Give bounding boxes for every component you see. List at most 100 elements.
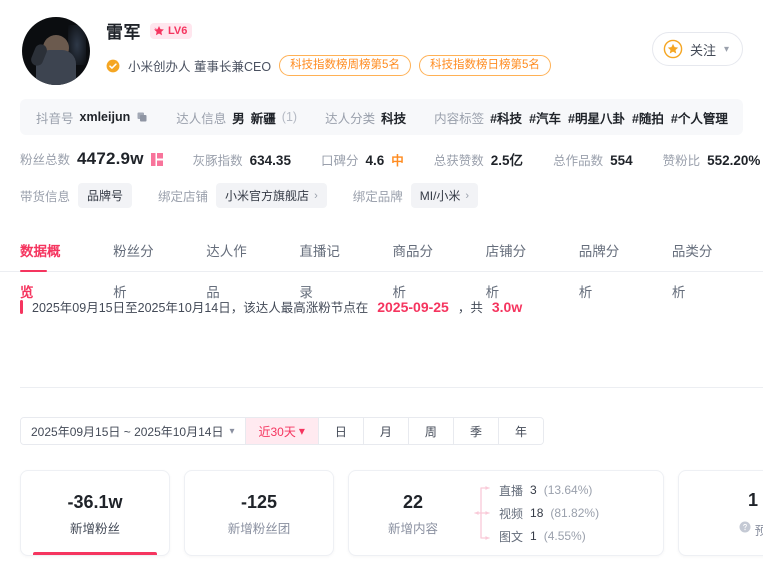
notice-accent-bar: [20, 299, 23, 314]
stat-total-fans: 粉丝总数 4472.9w: [20, 149, 163, 169]
stat-reputation-score-label: 口碑分: [320, 153, 359, 168]
shop-bound-brand: 绑定品牌 MI/小米 ›: [352, 183, 479, 208]
date-range-picker[interactable]: 2025年09月15日 ~ 2025年10月14日 ▾: [21, 418, 246, 444]
section-divider: [20, 387, 763, 388]
tab-live-records[interactable]: 直播记录: [299, 243, 340, 300]
breakdown-video-percent: (81.82%): [550, 506, 600, 520]
peak-growth-notice: 2025年09月15日至2025年10月14日，该达人最高涨粉节点在 2025-…: [20, 297, 743, 316]
chevron-down-icon: ▾: [229, 425, 235, 437]
filter-month[interactable]: 月: [363, 418, 409, 444]
help-circle-icon[interactable]: [739, 521, 751, 533]
level-badge-label: LV6: [168, 24, 188, 37]
stat-total-fans-label: 粉丝总数: [20, 153, 71, 167]
meta-region: 新疆: [250, 111, 276, 126]
level-star-icon: [154, 25, 164, 35]
creator-nickname: 雷军: [106, 23, 141, 42]
tab-product-analysis[interactable]: 商品分析: [392, 243, 434, 300]
content-tag[interactable]: #明星八卦: [568, 111, 625, 126]
breakdown-image-text-count: 1: [530, 529, 537, 543]
kpi-card-estimate[interactable]: 1 预: [678, 470, 763, 556]
breakdown-image-text-percent: (4.55%): [543, 529, 586, 543]
breakdown-live-label: 直播: [499, 483, 524, 498]
follow-button[interactable]: 关注 ▾: [651, 32, 743, 66]
kpi-card-new-content[interactable]: 22 新增内容 直播 3 (13.64%): [348, 470, 664, 556]
rank-tag-daily[interactable]: 科技指数榜日榜第5名: [418, 55, 551, 76]
stat-huitun-index: 灰豚指数 634.35: [193, 150, 291, 169]
content-tag[interactable]: #个人管理: [670, 111, 728, 126]
tab-category-analysis[interactable]: 品类分析: [671, 243, 713, 300]
kpi-estimate-value: 1: [747, 489, 758, 510]
shop-bound-brand-value: MI/小米: [419, 189, 461, 203]
kpi-new-content-value: 22: [402, 491, 424, 512]
content-tag[interactable]: #科技: [490, 111, 523, 126]
shop-delivery-info: 带货信息 品牌号: [20, 183, 133, 208]
date-range-value: 2025年09月15日 ~ 2025年10月14日: [31, 424, 224, 439]
tab-shop-analysis[interactable]: 店铺分析: [485, 243, 527, 300]
notice-peak-value: 3.0w: [491, 298, 523, 315]
stat-total-likes-label: 总获赞数: [433, 154, 484, 168]
filter-last-30-days-label: 近30天: [258, 424, 296, 439]
tab-creator-works[interactable]: 达人作品: [206, 243, 247, 300]
tab-fan-analysis[interactable]: 粉丝分析: [113, 243, 154, 300]
tab-data-overview[interactable]: 数据概览: [20, 231, 91, 300]
breakdown-row-video: 视频 18 (81.82%): [499, 505, 599, 522]
avatar[interactable]: [22, 17, 90, 85]
notice-middle: ，共: [457, 301, 483, 315]
meta-category-value: 科技: [381, 111, 407, 126]
stat-reputation-score: 口碑分 4.6 中: [321, 150, 404, 169]
shop-bound-shop: 绑定店铺 小米官方旗舰店 ›: [158, 183, 327, 208]
identity-block: 雷军 LV6 小米创办人 董事长兼CEO 科技: [106, 14, 743, 76]
meta-region-count: (1): [281, 110, 298, 124]
meta-douyin-id: 抖音号 xmleijun: [36, 108, 148, 127]
content-tag[interactable]: #随拍: [631, 111, 664, 126]
meta-gender: 男: [232, 111, 245, 126]
filter-day[interactable]: 日: [318, 418, 364, 444]
stat-total-likes-value: 2.5亿: [490, 153, 524, 168]
filter-week[interactable]: 周: [408, 418, 454, 444]
kpi-card-row: -36.1w 新增粉丝 -125 新增粉丝团 22 新增内容: [20, 470, 763, 556]
stat-like-fan-ratio-label: 赞粉比: [662, 153, 701, 168]
shop-bound-shop-label: 绑定店铺: [158, 190, 209, 204]
rank-tag-weekly[interactable]: 科技指数榜周榜第5名: [279, 55, 411, 76]
content-tag[interactable]: #汽车: [529, 111, 562, 126]
breakdown-live-percent: (13.64%): [543, 483, 593, 497]
breakdown-row-image-text: 图文 1 (4.55%): [499, 528, 599, 545]
breakdown-row-live: 直播 3 (13.64%): [499, 482, 599, 499]
star-circle-icon: [663, 39, 683, 59]
filter-last-30-days[interactable]: 近30天 ▾: [245, 418, 319, 444]
level-badge: LV6: [150, 22, 193, 39]
kpi-new-fans-label: 新增粉丝: [69, 521, 120, 536]
stat-total-likes: 总获赞数 2.5亿: [434, 149, 523, 169]
kpi-card-new-fans[interactable]: -36.1w 新增粉丝: [20, 470, 170, 556]
meta-category: 达人分类 科技: [325, 108, 406, 127]
shop-bound-shop-link[interactable]: 小米官方旗舰店 ›: [216, 183, 327, 208]
meta-douyin-id-label: 抖音号: [36, 111, 74, 126]
notice-peak-date: 2025-09-25: [377, 298, 449, 315]
shop-delivery-label: 带货信息: [20, 190, 71, 204]
stat-total-works: 总作品数 554: [553, 150, 633, 169]
stat-like-fan-ratio-value: 552.20%: [707, 152, 761, 168]
kpi-new-fan-group-label: 新增粉丝团: [227, 521, 291, 536]
filter-quarter[interactable]: 季: [453, 418, 499, 444]
kpi-card-new-fan-group[interactable]: -125 新增粉丝团: [184, 470, 334, 556]
stat-total-fans-value: 4472.9w: [77, 149, 144, 168]
filter-year[interactable]: 年: [498, 418, 543, 444]
bar-chart-icon: [150, 152, 163, 166]
shop-bound-brand-label: 绑定品牌: [352, 190, 403, 204]
content-breakdown: 直播 3 (13.64%) 视频 18 (81.82%) 图文 1 (4: [473, 482, 651, 545]
stat-total-works-label: 总作品数: [553, 153, 604, 168]
breakdown-video-label: 视频: [499, 506, 524, 521]
content-tag-list: #科技 #汽车 #明星八卦 #随拍 #个人管理: [490, 108, 728, 127]
chevron-down-icon: ▾: [298, 424, 305, 438]
tab-brand-analysis[interactable]: 品牌分析: [578, 243, 620, 300]
breakdown-video-count: 18: [530, 506, 544, 520]
chevron-down-icon: ▾: [723, 43, 729, 55]
stat-like-fan-ratio: 赞粉比 552.20%: [663, 150, 761, 169]
kpi-estimate-label: 预: [755, 520, 763, 539]
stat-huitun-index-value: 634.35: [249, 152, 291, 168]
kpi-new-fans-value: -36.1w: [67, 491, 123, 512]
shop-bound-brand-link[interactable]: MI/小米 ›: [410, 183, 479, 208]
copy-icon[interactable]: [136, 111, 148, 123]
shop-delivery-value: 品牌号: [78, 183, 133, 208]
